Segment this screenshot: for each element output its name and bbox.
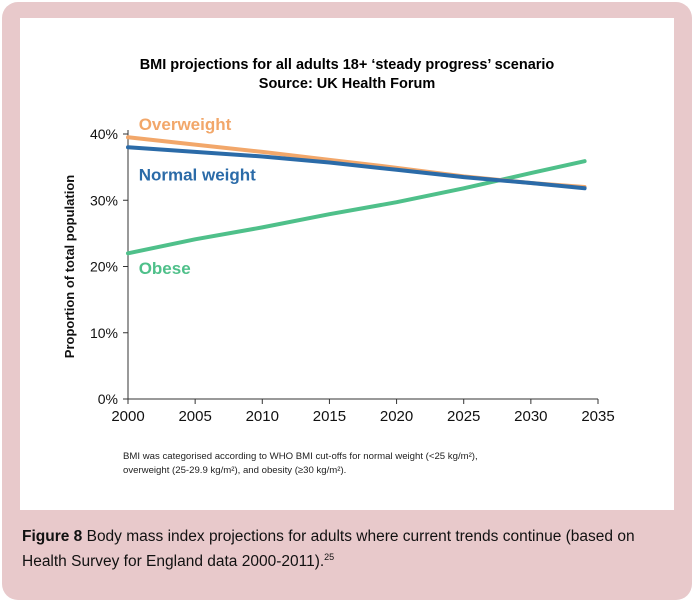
series-label-normal-weight: Normal weight	[139, 165, 256, 184]
series-line-obese	[126, 159, 587, 256]
caption-text: Body mass index projections for adults w…	[22, 528, 635, 571]
x-tick-label: 2025	[447, 408, 480, 425]
series-label-obese: Obese	[139, 259, 191, 278]
x-tick-label: 2020	[380, 408, 413, 425]
x-tick-label: 2010	[246, 408, 279, 425]
y-tick-label: 40%	[90, 126, 118, 142]
line-chart: 2000 2005 2010 2015 2020 2025 2030 2035 0% 10% 20%…	[62, 115, 615, 425]
y-axis-label: Proportion of total population	[62, 175, 77, 358]
caption-label: Figure 8	[22, 528, 83, 545]
caption-reference: 25	[324, 552, 335, 562]
chart-title: BMI projections for all adults 18+ ‘stea…	[139, 57, 555, 73]
x-tick-label: 2030	[514, 408, 547, 425]
x-tick-label: 2035	[581, 408, 614, 425]
chart-panel: BMI projections for all adults 18+ ‘stea…	[20, 18, 674, 510]
footnote-line-1: BMI was categorised according to WHO BMI…	[123, 451, 478, 462]
series-label-overweight: Overweight	[139, 115, 232, 134]
chart-footnote: BMI was categorised according to WHO BMI…	[123, 450, 583, 478]
y-tick-label: 0%	[98, 391, 118, 407]
x-tick-label: 2005	[178, 408, 211, 425]
chart-title-block: BMI projections for all adults 18+ ‘stea…	[20, 56, 674, 94]
y-tick-label: 30%	[90, 192, 118, 208]
y-tick-label: 10%	[90, 325, 118, 341]
figure-caption: Figure 8 Body mass index projections for…	[22, 527, 672, 572]
x-tick-label: 2000	[111, 408, 144, 425]
chart-subtitle: Source: UK Health Forum	[258, 76, 436, 92]
x-tick-label: 2015	[313, 408, 346, 425]
series-line-normal-weight	[126, 145, 587, 191]
y-tick-label: 20%	[90, 259, 118, 275]
footnote-line-2: overweight (25-29.9 kg/m²), and obesity …	[123, 465, 347, 476]
